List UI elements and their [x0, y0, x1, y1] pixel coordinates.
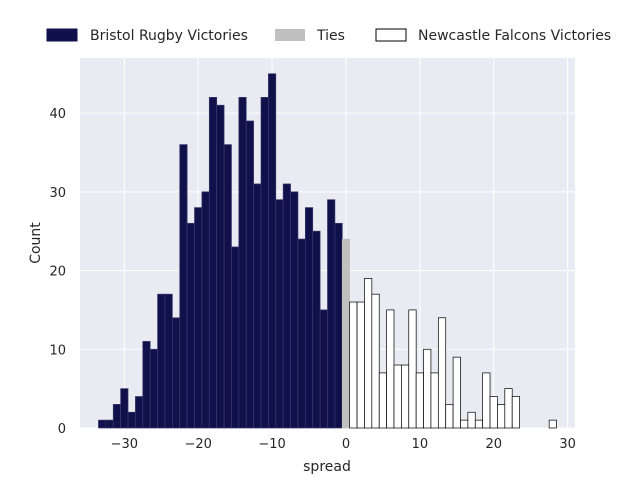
x-tick-label: −30: [111, 437, 138, 452]
bar-bristol: [304, 207, 314, 429]
bar-newcastle: [423, 348, 432, 429]
x-tick-label: 10: [412, 437, 429, 452]
bar-bristol: [238, 97, 247, 429]
legend-label-ties: Ties: [316, 28, 345, 44]
bar-bristol: [98, 419, 107, 429]
bar-bristol: [105, 419, 114, 429]
bar-bristol: [164, 293, 173, 429]
bar-bristol: [157, 293, 166, 429]
bar-newcastle: [408, 309, 417, 429]
y-axis-label: Count: [28, 222, 44, 264]
x-axis-label: spread: [303, 459, 351, 475]
bar-ties: [341, 238, 351, 429]
bar-bristol: [223, 144, 232, 429]
bar-bristol: [253, 183, 262, 429]
bar-bristol: [327, 199, 336, 429]
y-tick-label: 10: [49, 343, 66, 358]
bar-newcastle: [497, 404, 506, 429]
bar-bristol: [112, 404, 121, 429]
bar-bristol: [194, 207, 203, 429]
bar-bristol: [186, 222, 195, 429]
bar-newcastle: [371, 293, 380, 429]
bar-newcastle: [445, 404, 454, 429]
bar-bristol: [290, 191, 299, 429]
bar-bristol: [334, 222, 343, 429]
bar-newcastle: [393, 364, 402, 429]
legend-swatch-bristol: [46, 28, 78, 42]
bar-newcastle: [452, 356, 461, 429]
bar-newcastle: [474, 419, 483, 429]
y-axis-ticks: 0 10 20 30 40: [49, 107, 66, 437]
y-tick-label: 30: [49, 186, 66, 201]
bar-bristol: [172, 317, 181, 429]
y-tick-label: 40: [49, 107, 66, 122]
bar-bristol: [268, 73, 277, 429]
histogram-bars: [98, 73, 557, 429]
legend-label-newcastle: Newcastle Falcons Victories: [418, 28, 611, 44]
bar-bristol: [120, 388, 129, 429]
bar-newcastle: [504, 388, 513, 429]
legend-swatch-newcastle: [375, 28, 407, 42]
bar-newcastle: [511, 396, 520, 429]
bar-bristol: [260, 97, 269, 429]
bar-bristol: [245, 120, 254, 429]
x-axis-ticks: −30 −20 −10 0 10 20 30: [111, 437, 576, 452]
x-tick-label: 0: [342, 437, 350, 452]
bar-bristol: [142, 341, 151, 429]
x-tick-label: 20: [485, 437, 502, 452]
y-tick-label: 0: [58, 422, 66, 437]
bar-newcastle: [378, 372, 387, 429]
bar-newcastle: [467, 411, 476, 429]
bar-bristol: [127, 411, 136, 429]
bar-newcastle: [401, 364, 410, 429]
bar-bristol: [231, 246, 240, 429]
bar-bristol: [135, 396, 144, 429]
bar-bristol: [179, 144, 188, 429]
bar-newcastle: [364, 278, 373, 429]
bar-bristol: [216, 104, 225, 429]
bar-newcastle: [415, 372, 424, 429]
y-tick-label: 20: [49, 265, 66, 280]
x-tick-label: −10: [258, 437, 285, 452]
bar-newcastle: [489, 396, 498, 429]
x-tick-label: −20: [184, 437, 211, 452]
bar-newcastle: [437, 317, 447, 429]
bar-newcastle: [460, 419, 469, 429]
bar-newcastle: [430, 372, 439, 429]
legend-label-bristol: Bristol Rugby Victories: [90, 28, 248, 44]
bar-bristol: [282, 183, 291, 429]
bar-bristol: [297, 238, 306, 429]
bar-newcastle: [349, 301, 358, 429]
legend: Bristol Rugby Victories Ties Newcastle F…: [46, 28, 611, 44]
legend-swatch-ties: [275, 29, 305, 41]
bar-bristol: [275, 199, 284, 429]
bar-newcastle: [356, 301, 365, 429]
bar-newcastle: [482, 372, 491, 429]
bar-bristol: [319, 309, 328, 429]
bar-bristol: [149, 348, 158, 429]
x-tick-label: 30: [559, 437, 576, 452]
bar-newcastle: [548, 419, 557, 429]
bar-bristol: [312, 230, 321, 429]
bar-bristol: [201, 191, 210, 429]
bar-bristol: [208, 97, 218, 429]
bar-newcastle: [386, 309, 395, 429]
